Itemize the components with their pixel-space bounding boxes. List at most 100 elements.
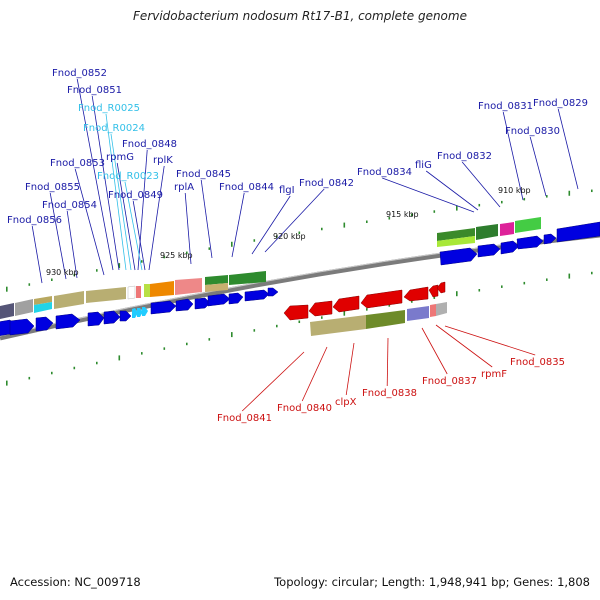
tick-mark	[478, 203, 481, 207]
forward-leader-line	[91, 95, 120, 271]
tick-mark	[6, 380, 8, 386]
forward-gene-label[interactable]: Fnod_0829	[533, 98, 588, 109]
tick-mark	[343, 310, 346, 316]
forward-gene-label[interactable]: rpmG	[106, 152, 134, 163]
forward-gene-label[interactable]: Fnod_0854	[42, 200, 97, 211]
tick-mark	[433, 296, 436, 299]
forward-gene-label[interactable]: Fnod_0855	[25, 182, 80, 193]
tick-mark	[28, 283, 31, 286]
forward-gene-label[interactable]: Fnod_R0025	[78, 103, 140, 114]
tick-mark	[186, 342, 188, 346]
tick-marks	[6, 189, 593, 386]
forward-gene-label[interactable]: Fnod_0848	[122, 139, 177, 150]
tick-mark	[253, 239, 256, 242]
tick-mark	[568, 190, 571, 196]
tick-mark	[523, 281, 526, 285]
reverse-gene-label[interactable]: Fnod_0837	[422, 376, 477, 387]
forward-gene-label[interactable]: flgI	[279, 185, 295, 196]
scale-label-920: 920 kbp	[273, 232, 306, 241]
forward-gene-label[interactable]: Fnod_0834	[357, 167, 412, 178]
tick-mark	[411, 213, 413, 217]
reverse-gene-label[interactable]: Fnod_0835	[510, 357, 565, 368]
forward-gene-label[interactable]: Fnod_0842	[299, 178, 354, 189]
forward-leader-line	[382, 177, 475, 213]
forward-leader-line	[74, 168, 105, 276]
tick-mark	[208, 338, 211, 341]
forward-gene-label[interactable]: rplK	[153, 155, 173, 166]
reverse-leader-line	[345, 342, 355, 396]
scale-label-915: 915 kbp	[386, 210, 419, 219]
reverse-cds-arrows	[283, 281, 446, 321]
forward-gene-label[interactable]: rplA	[174, 182, 194, 193]
forward-gene-label[interactable]: Fnod_0844	[219, 182, 274, 193]
genome-backbone-highlight	[0, 232, 600, 337]
forward-gene-label[interactable]: Fnod_R0023	[97, 171, 159, 182]
tick-mark	[546, 278, 548, 281]
forward-gene-label[interactable]: Fnod_0856	[7, 215, 62, 226]
tick-mark	[276, 324, 278, 328]
tick-mark	[28, 376, 31, 380]
forward-gene-label[interactable]: Fnod_0851	[67, 85, 122, 96]
tick-mark	[231, 241, 233, 247]
reverse-leader-line	[421, 327, 448, 375]
tick-mark	[118, 263, 121, 269]
tick-mark	[186, 251, 188, 255]
tick-mark	[523, 197, 526, 201]
reverse-gene-label[interactable]: clpX	[335, 397, 357, 408]
tick-mark	[456, 205, 458, 211]
forward-leader-line	[124, 181, 143, 271]
forward-leader-line	[529, 136, 547, 197]
forward-leader-line	[200, 179, 213, 259]
scale-label-930: 930 kbp	[46, 268, 79, 277]
scale-label-910: 910 kbp	[498, 186, 531, 195]
scale-label-925: 925 kbp	[160, 251, 193, 260]
reverse-gene-label[interactable]: rpmF	[481, 369, 507, 380]
reverse-leader-line	[444, 325, 536, 356]
forward-gene-label[interactable]: Fnod_0853	[50, 158, 105, 169]
tick-mark	[433, 210, 436, 213]
forward-gene-label[interactable]: Fnod_0832	[437, 151, 492, 162]
forward-leader-line	[251, 195, 291, 255]
forward-gene-label[interactable]: Fnod_0830	[505, 126, 560, 137]
forward-leader-lines	[31, 78, 579, 284]
forward-rna-marks	[132, 307, 148, 318]
tick-mark	[253, 329, 256, 332]
tick-mark	[96, 361, 98, 365]
tick-mark	[321, 227, 323, 231]
map-title: Fervidobacterium nodosum Rt17-B1, comple…	[133, 9, 467, 23]
tick-mark	[276, 235, 278, 238]
reverse-leader-line	[301, 346, 328, 402]
forward-cog-band-left	[0, 271, 266, 319]
forward-gene-label[interactable]: Fnod_R0024	[83, 123, 145, 134]
tick-mark	[73, 273, 76, 277]
forward-leader-line	[137, 149, 148, 271]
forward-leader-line	[132, 200, 146, 271]
reverse-gene-label[interactable]: Fnod_0840	[277, 403, 332, 414]
forward-leader-line	[231, 192, 245, 258]
forward-cds-arrows	[0, 221, 600, 336]
reverse-leader-line	[435, 324, 493, 368]
forward-leader-line	[31, 225, 43, 284]
forward-leader-line	[502, 111, 524, 201]
tick-mark	[546, 195, 548, 198]
tick-mark	[298, 320, 301, 324]
forward-leader-line	[76, 78, 114, 271]
forward-cog-band-right	[437, 217, 541, 247]
forward-gene-label[interactable]: fliG	[415, 160, 432, 171]
forward-gene-label[interactable]: Fnod_0852	[52, 68, 107, 79]
scale-labels: 930 kbp 925 kbp 920 kbp 915 kbp 910 kbp	[46, 186, 531, 277]
forward-gene-label[interactable]: Fnod_0831	[478, 101, 533, 112]
tick-mark	[163, 255, 166, 259]
reverse-gene-label[interactable]: Fnod_0841	[217, 413, 272, 424]
forward-gene-label[interactable]: Fnod_0845	[176, 169, 231, 180]
tick-mark	[141, 260, 143, 263]
tick-mark	[141, 352, 143, 355]
forward-gene-label[interactable]: Fnod_0849	[108, 190, 163, 201]
tick-mark	[163, 347, 166, 350]
reverse-gene-label[interactable]: Fnod_0838	[362, 388, 417, 399]
reverse-leader-line	[241, 351, 305, 412]
accession-text: Accession: NC_009718	[10, 575, 141, 589]
tick-mark	[343, 222, 346, 228]
